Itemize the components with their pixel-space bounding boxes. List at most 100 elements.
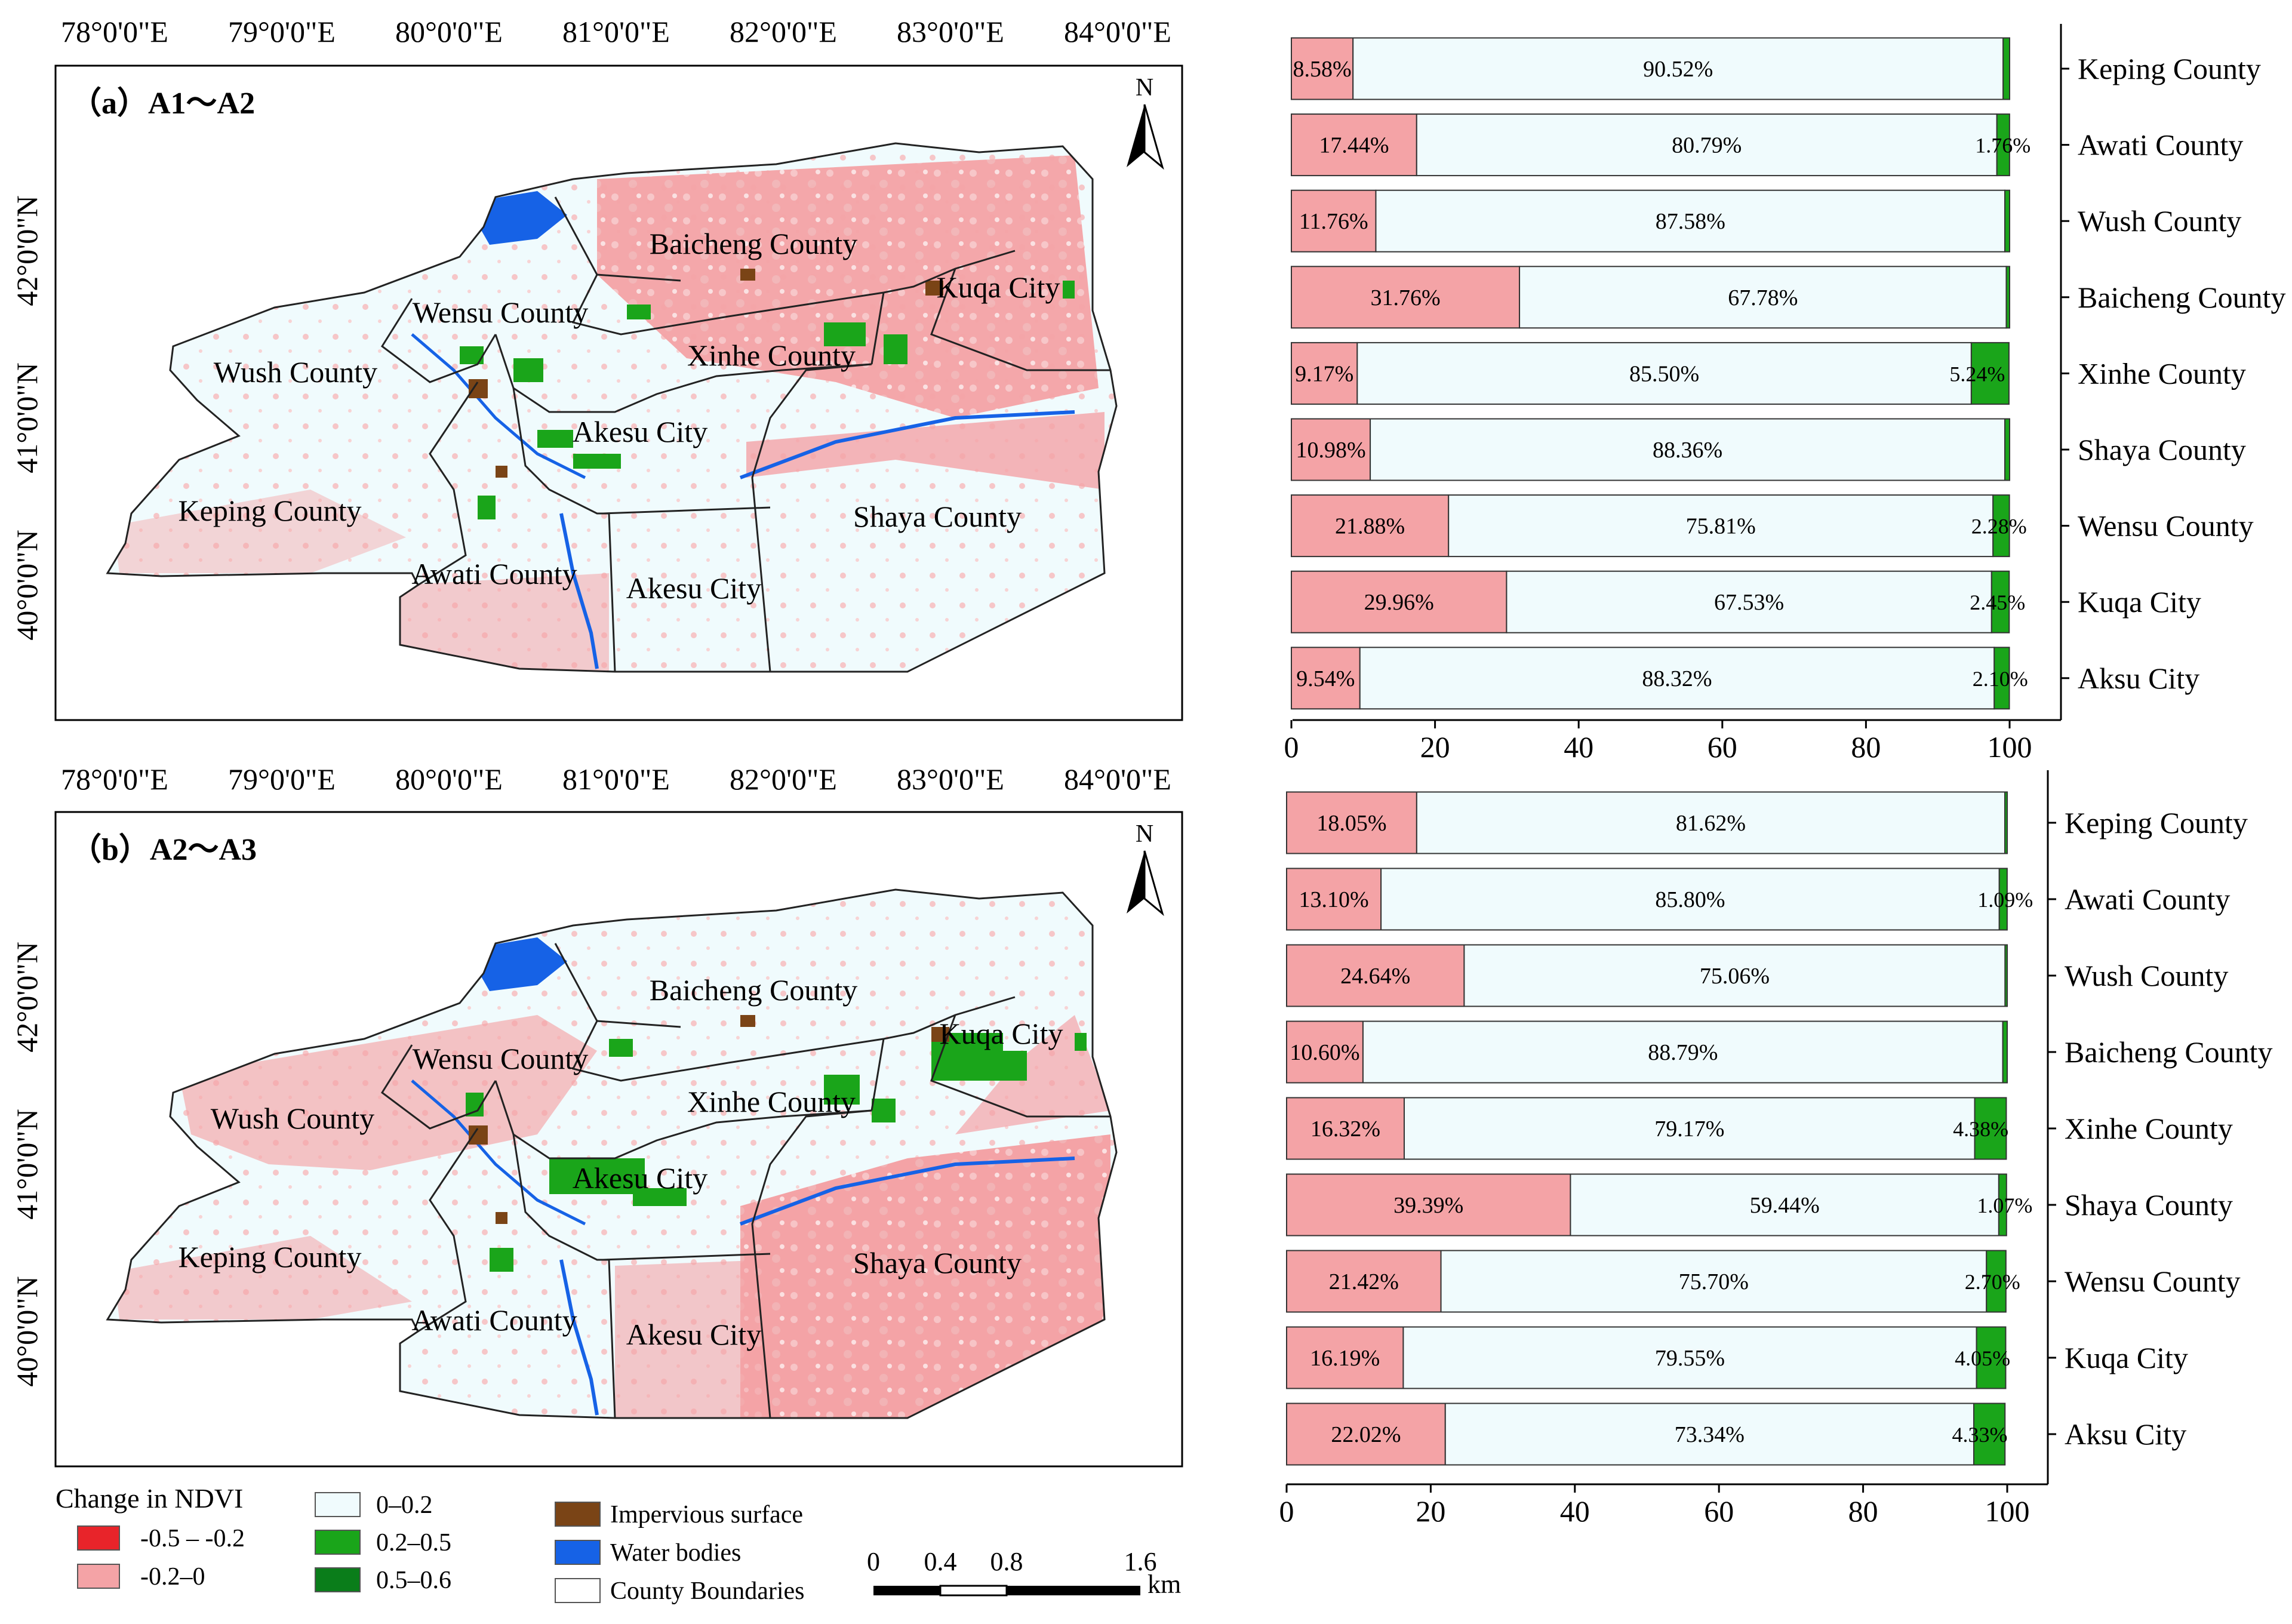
ndvi-increase-patches	[460, 281, 1075, 519]
place-label: Wensu County	[413, 1042, 589, 1075]
data-label: 79.17%	[1654, 1116, 1724, 1142]
lon-label: 82°0'0"E	[730, 15, 837, 48]
scale-unit: km	[1147, 1570, 1181, 1599]
x-tick-label: 60	[1704, 1494, 1734, 1528]
category-label: Aksu City	[2065, 1417, 2186, 1451]
place-labels: Baicheng County Kuqa City Wensu County X…	[179, 227, 1060, 605]
data-label: 21.88%	[1335, 514, 1405, 539]
data-label: 31.76%	[1370, 285, 1440, 310]
x-tick-label: 20	[1416, 1494, 1445, 1528]
water-body	[411, 1079, 586, 1226]
data-label: 11.76%	[1299, 209, 1368, 234]
bar-segment	[1990, 570, 2010, 633]
data-label: 16.32%	[1310, 1116, 1380, 1142]
legend-swatch	[555, 1502, 601, 1527]
data-label: 67.78%	[1728, 285, 1798, 310]
data-label: 4.33%	[1952, 1423, 2007, 1447]
bar-segment	[1286, 791, 1417, 854]
place-label: Awati County	[411, 557, 577, 590]
bar-segment	[1998, 1173, 2007, 1237]
bar-segment	[1291, 342, 1358, 405]
x-tick-label: 80	[1851, 730, 1881, 764]
bar-segment	[1974, 1097, 2007, 1160]
lat-label: 42°0'0"N	[10, 195, 44, 306]
lon-label: 84°0'0"E	[1064, 762, 1171, 796]
data-label: 90.52%	[1643, 57, 1713, 82]
data-label: 22.02%	[1331, 1422, 1401, 1447]
place-label: Akesu City	[573, 415, 707, 448]
lon-label: 81°0'0"E	[562, 762, 670, 796]
bar-segment	[1291, 494, 1450, 558]
data-label: 75.06%	[1700, 964, 1770, 989]
data-label: 9.54%	[1296, 666, 1355, 691]
bar-segment	[1998, 868, 2008, 931]
legend-item: Water bodies	[555, 1539, 741, 1567]
water-body	[559, 513, 599, 669]
legend-label: County Boundaries	[610, 1577, 804, 1605]
legend-item: Impervious surface	[555, 1501, 803, 1528]
bar-segment	[1506, 570, 1992, 633]
data-label: 29.96%	[1364, 590, 1434, 615]
scale-tick: 1.6	[1124, 1547, 1157, 1576]
data-label: 88.79%	[1648, 1040, 1718, 1065]
lon-label: 82°0'0"E	[730, 762, 837, 796]
legend-swatch	[315, 1530, 361, 1555]
data-label: 9.17%	[1295, 361, 1353, 386]
bar-segment	[1359, 647, 1995, 710]
lon-label: 84°0'0"E	[1064, 15, 1171, 48]
impervious-surface	[469, 1015, 949, 1224]
bar-segment	[1448, 494, 1994, 558]
category-label: Wush County	[2078, 204, 2241, 238]
place-label: Shaya County	[853, 1246, 1022, 1279]
data-label: 85.80%	[1655, 887, 1725, 912]
scale-segment	[873, 1586, 940, 1595]
category-label: Keping County	[2078, 52, 2261, 85]
bar-segment	[2004, 418, 2011, 481]
data-label: 21.42%	[1329, 1269, 1399, 1294]
legend-swatch	[315, 1492, 361, 1517]
legend-label: Water bodies	[610, 1539, 741, 1567]
county-boundaries	[106, 888, 1118, 1419]
bar-segment	[2004, 791, 2008, 854]
data-label: 75.81%	[1686, 514, 1756, 539]
bar-segment	[1996, 113, 2010, 177]
data-label: 18.05%	[1316, 811, 1386, 836]
bar-segment	[1291, 266, 1521, 329]
bar-segment	[1291, 37, 1354, 100]
impervious-surface	[469, 269, 943, 478]
ndvi-decrease-area	[597, 155, 1099, 418]
scale-segment	[939, 1585, 1008, 1597]
bar-segment	[1286, 868, 1382, 931]
ndvi-decrease-area	[113, 490, 406, 573]
data-label: 59.44%	[1750, 1193, 1820, 1218]
legend-swatch	[77, 1525, 120, 1551]
ndvi-decrease-area	[740, 1134, 1110, 1418]
category-label: Awati County	[2065, 882, 2230, 916]
data-label: 1.07%	[1977, 1194, 2032, 1217]
lon-label: 83°0'0"E	[897, 15, 1004, 48]
scale-tick: 0.8	[990, 1547, 1023, 1576]
bar-segment	[1356, 342, 1972, 405]
place-label: Kuqa City	[937, 270, 1060, 304]
place-labels: Baicheng County Kuqa City Wensu County X…	[179, 973, 1063, 1351]
water-body	[739, 1157, 1075, 1226]
x-tick-label: 40	[1564, 730, 1593, 764]
lon-label: 78°0'0"E	[61, 762, 168, 796]
category-label: Aksu City	[2078, 662, 2199, 695]
legend-label: 0.2–0.5	[376, 1529, 451, 1557]
data-label: 5.24%	[1949, 362, 2005, 386]
bar-segment	[1286, 1326, 1404, 1389]
bar-segment	[1286, 1250, 1442, 1313]
ndvi-increase-patches	[466, 1033, 1087, 1272]
category-label: Baicheng County	[2078, 281, 2286, 314]
lon-label: 78°0'0"E	[61, 15, 168, 48]
data-label: 13.10%	[1299, 887, 1368, 912]
bar-segment	[2004, 189, 2011, 253]
x-tick-label: 0	[1284, 730, 1299, 764]
north-label: N	[1136, 820, 1153, 848]
ndvi-decrease-area	[746, 412, 1105, 490]
ndvi-decrease-area	[615, 1260, 770, 1418]
place-label: Shaya County	[853, 500, 1022, 533]
data-label: 24.64%	[1340, 964, 1410, 989]
ndvi-decrease-area	[400, 573, 609, 672]
